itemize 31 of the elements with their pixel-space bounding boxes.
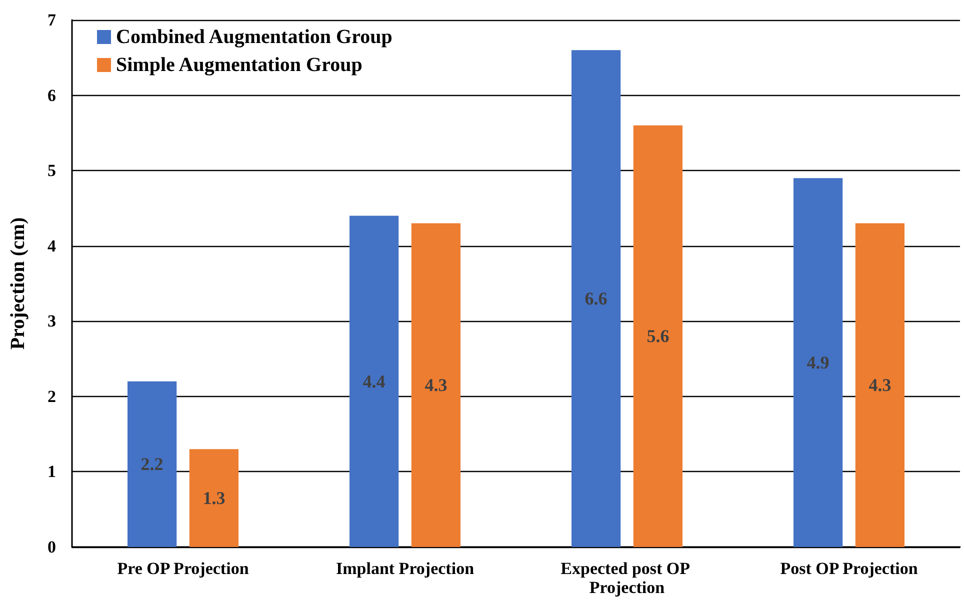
bar bbox=[855, 223, 904, 547]
x-tick-label: Post OP Projection bbox=[780, 559, 918, 578]
y-tick-label: 6 bbox=[48, 86, 56, 105]
legend-label: Simple Augmentation Group bbox=[116, 54, 362, 76]
y-tick-label: 1 bbox=[48, 462, 56, 482]
bar bbox=[794, 178, 843, 547]
legend-label: Combined Augmentation Group bbox=[116, 26, 392, 48]
data-label: 2.2 bbox=[140, 454, 164, 474]
y-tick-label: 4 bbox=[48, 236, 56, 256]
y-tick-label: 7 bbox=[48, 10, 56, 30]
x-tick-label: Expected post OP Projection bbox=[560, 559, 694, 597]
data-label: 5.6 bbox=[646, 326, 670, 346]
x-tick-label: Implant Projection bbox=[336, 559, 475, 578]
data-label: 4.4 bbox=[362, 371, 386, 392]
bar bbox=[633, 125, 682, 547]
y-tick-label: 5 bbox=[48, 161, 56, 180]
bar bbox=[350, 216, 399, 547]
data-label: 4.9 bbox=[806, 352, 830, 373]
bar bbox=[128, 381, 177, 547]
y-tick-label: 0 bbox=[48, 538, 56, 556]
data-label: 4.3 bbox=[424, 375, 448, 396]
data-label: 1.3 bbox=[202, 488, 226, 508]
bar bbox=[411, 223, 460, 547]
data-label: 6.6 bbox=[584, 288, 608, 309]
y-axis-title: Projection (cm) bbox=[7, 217, 29, 350]
bar bbox=[572, 50, 621, 547]
data-label: 4.3 bbox=[868, 375, 892, 396]
x-tick-label: Pre OP Projection bbox=[117, 559, 250, 578]
y-tick-label: 3 bbox=[48, 312, 56, 331]
y-tick-label: 2 bbox=[48, 386, 56, 406]
bar bbox=[189, 449, 238, 547]
